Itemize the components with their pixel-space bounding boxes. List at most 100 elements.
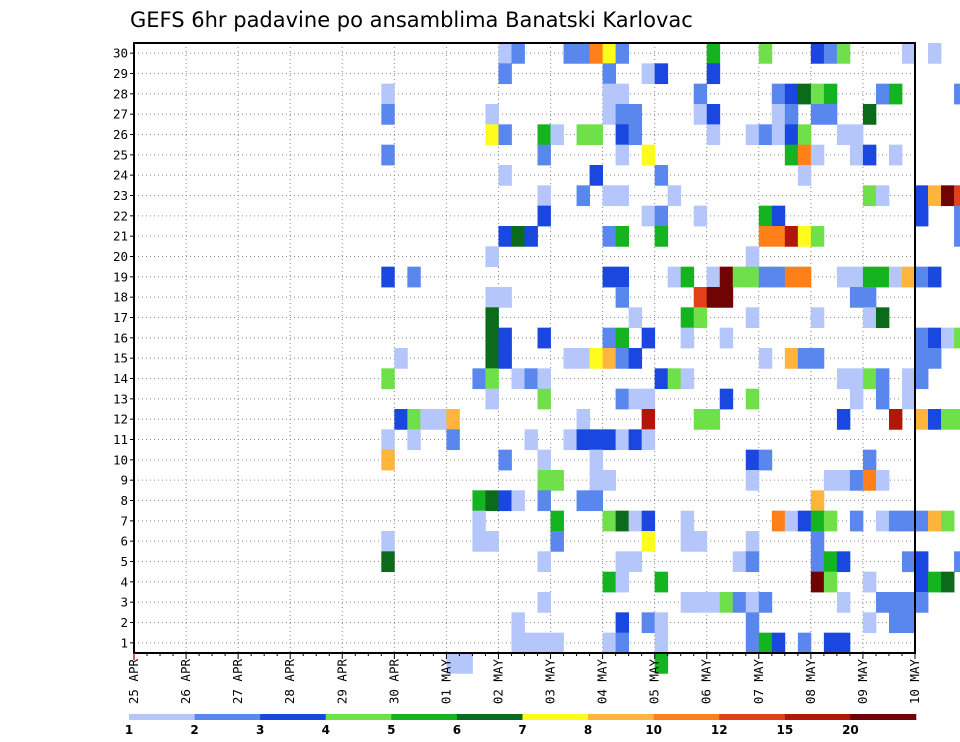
precip-cell <box>719 388 734 410</box>
precip-cell <box>680 510 695 532</box>
precip-cell <box>836 124 851 146</box>
precip-cell <box>615 287 630 308</box>
colorbar-label: 8 <box>584 723 592 737</box>
precip-cell <box>888 83 903 105</box>
precip-cell <box>875 510 890 532</box>
precip-cell <box>745 531 760 552</box>
precip-cell <box>875 83 890 105</box>
precip-cell <box>654 571 669 593</box>
colorbar-swatch <box>129 714 195 720</box>
precip-cell <box>537 490 551 512</box>
precip-cell <box>901 612 916 634</box>
precip-cell <box>732 592 747 613</box>
precip-cell <box>628 348 643 369</box>
precip-cell <box>537 551 551 573</box>
colorbar-swatch <box>588 714 654 720</box>
precip-cell <box>524 368 538 390</box>
precip-cell <box>758 348 773 369</box>
precip-cell <box>745 592 760 613</box>
precip-cell <box>915 409 929 430</box>
precip-cell <box>602 104 617 125</box>
precip-cell <box>875 470 890 491</box>
precip-cell <box>680 307 695 329</box>
precip-cell <box>615 83 630 105</box>
x-tick-label: 10 MAY <box>907 659 922 705</box>
precip-cell <box>758 43 773 64</box>
precip-cell <box>485 327 499 349</box>
precip-cell <box>823 510 838 532</box>
precip-cell <box>784 124 799 146</box>
precip-cell <box>823 571 838 593</box>
precip-cell <box>537 368 551 390</box>
precip-cell <box>563 348 577 369</box>
precip-cell <box>693 83 708 105</box>
x-tick-label: 25 APR <box>126 659 141 705</box>
precip-cell <box>784 83 799 105</box>
precip-cell <box>901 43 916 64</box>
precip-cell <box>615 124 630 146</box>
precip-cell <box>550 510 564 532</box>
precip-cell <box>589 490 603 512</box>
precip-cell <box>745 449 760 471</box>
x-tick-label: 29 APR <box>334 659 349 705</box>
y-tick-label: 23 <box>113 188 128 203</box>
y-tick-label: 16 <box>113 330 128 345</box>
precip-cell <box>693 592 708 613</box>
precip-cell <box>862 287 877 308</box>
precip-cell <box>954 226 960 247</box>
colorbar-swatch <box>522 714 589 720</box>
colorbar-swatch <box>325 714 392 720</box>
precip-cell <box>563 429 577 451</box>
colorbar-label: 3 <box>256 723 264 737</box>
precip-cell <box>771 266 786 288</box>
y-tick-label: 27 <box>113 107 128 122</box>
precip-cell <box>836 368 851 390</box>
precip-cell <box>498 43 512 64</box>
precip-cell <box>641 531 656 552</box>
precip-cell <box>628 388 643 410</box>
precip-cell <box>797 144 812 166</box>
precip-cell <box>771 124 786 146</box>
precip-cell <box>719 327 734 349</box>
precip-cell <box>784 144 799 166</box>
precip-cell <box>537 449 551 471</box>
precip-cell <box>915 348 929 369</box>
precip-cell <box>836 470 851 491</box>
precip-cell <box>381 531 395 552</box>
precip-cell <box>576 43 590 64</box>
precip-cell <box>654 612 669 634</box>
precip-cell <box>797 165 812 186</box>
precip-cell <box>771 104 786 125</box>
colorbar-label: 15 <box>776 723 793 737</box>
y-tick-label: 15 <box>113 351 128 366</box>
precip-cell <box>576 124 590 146</box>
precip-cell <box>862 470 877 491</box>
precip-cell <box>485 348 499 369</box>
precip-cell <box>915 551 929 573</box>
precip-cell <box>693 531 708 552</box>
precip-cell <box>849 368 864 390</box>
precip-cell <box>915 571 929 593</box>
precip-cell <box>407 429 421 451</box>
precip-cell <box>862 307 877 329</box>
precip-cell <box>745 632 760 654</box>
precip-cell <box>810 510 825 532</box>
precip-cell <box>915 266 929 288</box>
colorbar: 1 2 3 4 5 6 7 8 10 12 15 20 <box>125 714 917 737</box>
precip-cell <box>888 144 903 166</box>
x-tick-label: 05 MAY <box>647 659 662 705</box>
precip-cell <box>641 612 656 634</box>
precip-cell <box>589 449 603 471</box>
precip-cell <box>381 104 395 125</box>
chart-title: GEFS 6hr padavine po ansamblima Banatski… <box>130 8 693 32</box>
y-tick-label: 22 <box>113 208 128 223</box>
precip-cell <box>615 571 630 593</box>
precip-cell <box>901 388 916 410</box>
precip-cell <box>537 144 551 166</box>
x-tick-label: 06 MAY <box>699 659 714 705</box>
precip-cell <box>654 165 669 186</box>
precip-cell <box>576 185 590 207</box>
precip-cell <box>758 266 773 288</box>
precip-cell <box>654 632 669 654</box>
precip-cell <box>745 246 760 268</box>
